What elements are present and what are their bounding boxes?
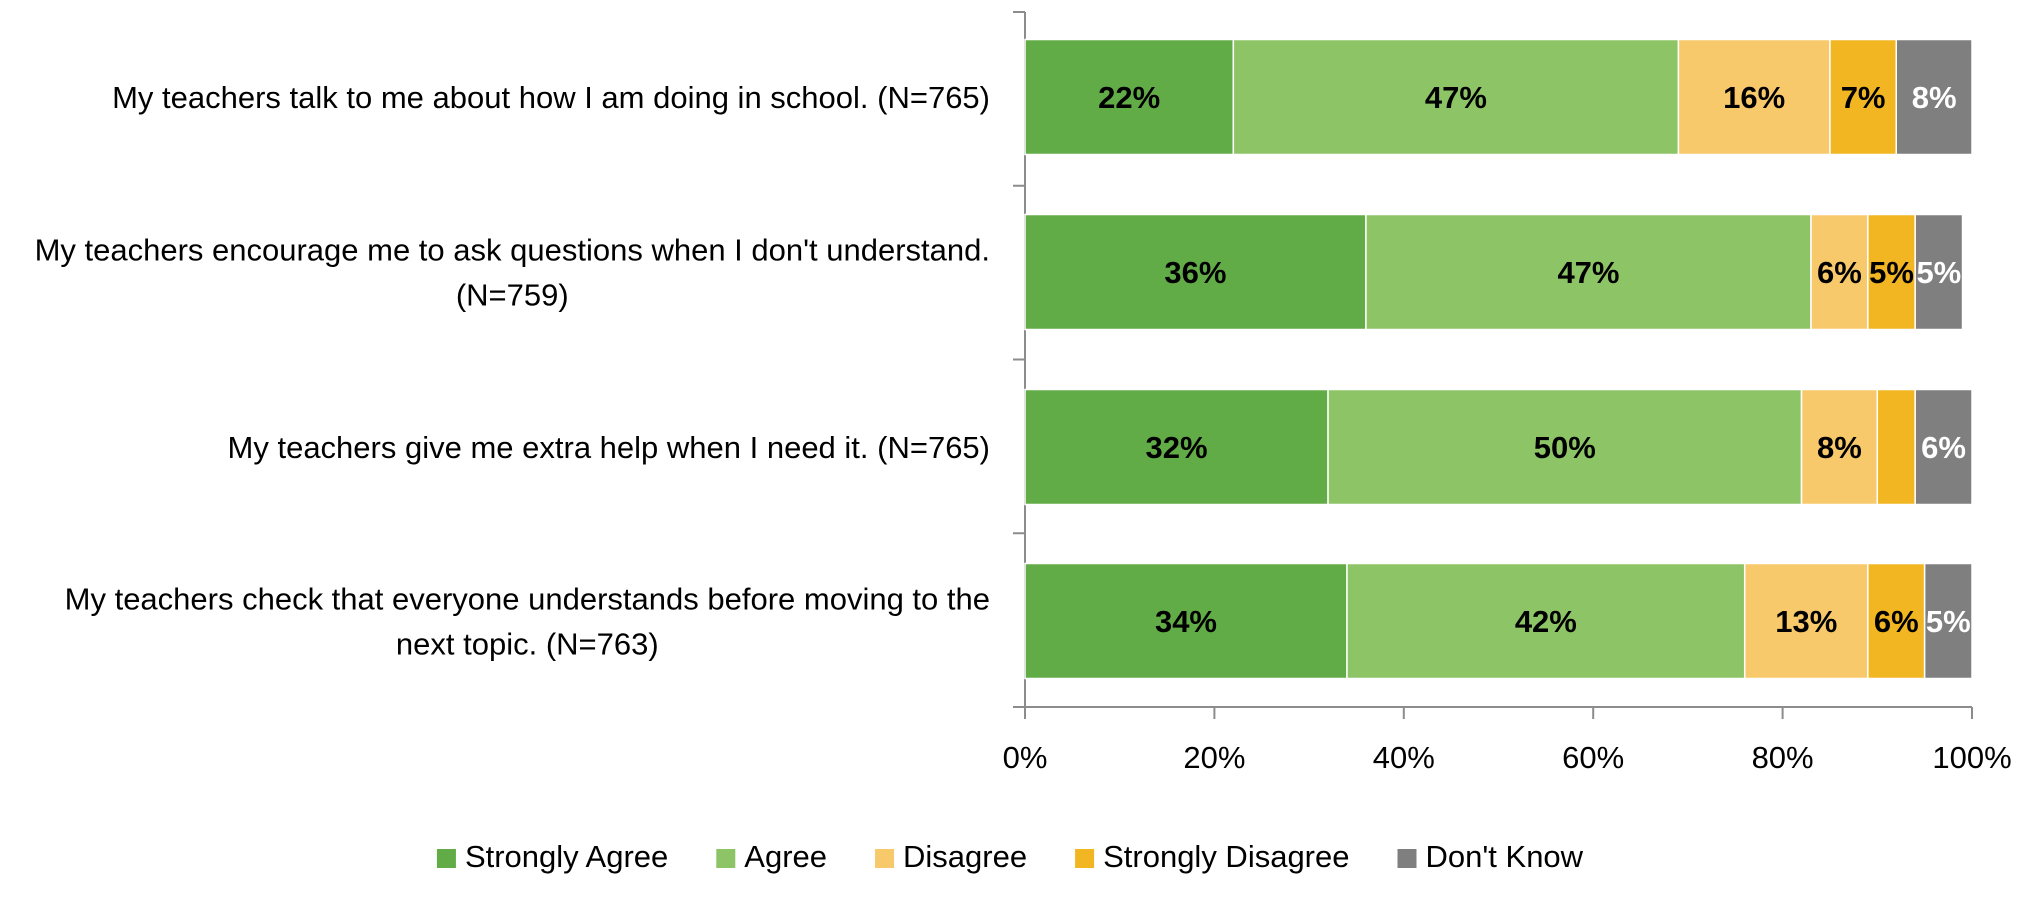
data-label: 36% [1164, 255, 1226, 290]
data-label: 6% [1874, 604, 1919, 639]
legend-swatch [875, 849, 895, 868]
bar-segment [1024, 38, 1235, 156]
category-label: My teachers give me extra help when I ne… [228, 430, 990, 465]
category-label: My teachers check that everyone understa… [65, 582, 990, 662]
x-tick-label: 100% [1932, 740, 2011, 775]
x-tick-label: 60% [1562, 740, 1624, 775]
legend-label: Agree [744, 839, 827, 874]
data-label: 47% [1557, 255, 1619, 290]
data-label: 6% [1921, 430, 1966, 465]
bar-segment [1867, 213, 1916, 331]
bar-segment [1914, 213, 1964, 331]
category-label: My teachers talk to me about how I am do… [112, 80, 990, 115]
bar-segment [1677, 38, 1831, 156]
bar-segment [1346, 562, 1746, 680]
bar-segment [1743, 562, 1869, 680]
legend-item: Don't Know [1397, 839, 1584, 874]
data-label: 47% [1425, 80, 1487, 115]
category-label: My teachers encourage me to ask question… [35, 233, 990, 313]
bar-segment [1365, 213, 1812, 331]
legend-swatch [436, 849, 456, 868]
legend-item: Strongly Disagree [1075, 839, 1350, 874]
data-label: 8% [1817, 430, 1862, 465]
bar-segment [1876, 388, 1916, 506]
legend-label: Strongly Agree [465, 839, 668, 874]
bar-segment [1867, 562, 1926, 680]
data-label: 42% [1515, 604, 1577, 639]
data-label: 5% [1916, 255, 1961, 290]
x-tick-label: 0% [1003, 740, 1048, 775]
legend-item: Strongly Agree [436, 839, 668, 874]
data-label: 34% [1155, 604, 1217, 639]
data-label: 5% [1926, 604, 1971, 639]
data-label: 16% [1723, 80, 1785, 115]
x-axis-tick-labels: 0% 20% 40% 60% 80% 100% [1003, 740, 2012, 775]
bar-segment [1232, 38, 1680, 156]
data-label: 6% [1817, 255, 1862, 290]
legend-swatch [1397, 849, 1417, 868]
legend-item: Agree [716, 839, 827, 874]
legend-swatch [716, 849, 736, 868]
bar-segment [1895, 38, 1973, 156]
category-labels: My teachers talk to me about how I am do… [35, 80, 990, 662]
bar-segment [1024, 388, 1329, 506]
data-label: 50% [1534, 430, 1596, 465]
x-tick-label: 40% [1373, 740, 1435, 775]
legend-label: Don't Know [1426, 839, 1584, 874]
data-label: 7% [1841, 80, 1886, 115]
data-label: 5% [1869, 255, 1914, 290]
legend-label: Disagree [903, 839, 1027, 874]
bar-segment [1024, 213, 1367, 331]
bar-segment [1024, 562, 1348, 680]
x-tick-label: 20% [1183, 740, 1245, 775]
bar-segment [1327, 388, 1803, 506]
data-label: 32% [1145, 430, 1207, 465]
legend-label: Strongly Disagree [1103, 839, 1349, 874]
bar-segment [1829, 38, 1897, 156]
data-label: 22% [1098, 80, 1160, 115]
data-label: 13% [1775, 604, 1837, 639]
x-tick-label: 80% [1752, 740, 1814, 775]
data-label: 8% [1912, 80, 1957, 115]
bar-segment [1923, 562, 1973, 680]
chart-legend: Strongly Agree Agree Disagree Strongly Disa… [436, 839, 1584, 874]
bar-segment [1914, 388, 1973, 506]
legend-item: Disagree [875, 839, 1027, 874]
bar-segments: 22% 47% 16% 7% 8%36% 47% 6% 5% 5%32% 50% 8% 6%34% 42… [1024, 38, 1973, 680]
bar-segment [1800, 388, 1879, 506]
legend-swatch [1075, 849, 1095, 868]
